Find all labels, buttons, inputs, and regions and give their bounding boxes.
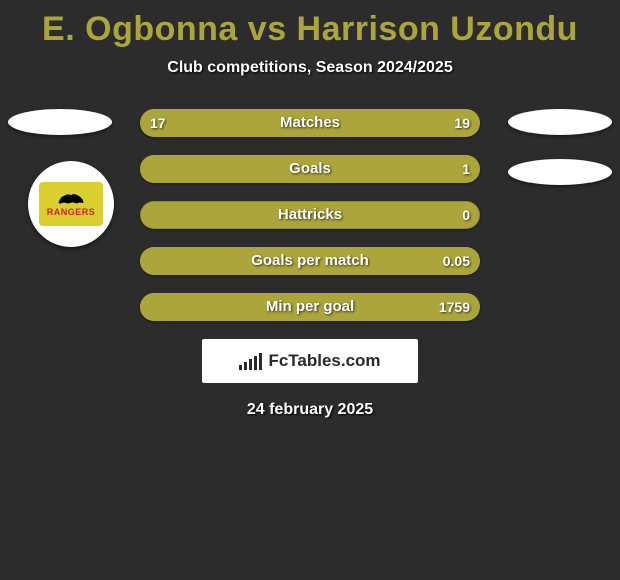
stats-bars: Matches1719 Goals1 Hattricks0 Goals per mat… [140,109,480,321]
logo-fc: Fc [268,351,288,370]
fctables-logo-text: FcTables.com [268,351,380,371]
stat-row: Goals per match0.05 [140,247,480,275]
comparison-content: RANGERS Matches1719 Goals1 Hattricks0 Goals… [0,109,620,419]
date-text: 24 february 2025 [0,401,620,419]
title-vs: vs [248,10,297,48]
stat-fill-left [140,109,300,137]
stat-label: Hattricks [140,201,480,229]
player-photo-placeholder [508,109,612,135]
player-photo-placeholder [8,109,112,135]
comparison-subtitle: Club competitions, Season 2024/2025 [0,59,620,77]
logo-rest: Tables.com [288,351,380,370]
stat-value-right: 0 [462,201,470,229]
stat-fill-right [140,293,480,321]
club-badge-text: RANGERS [47,207,96,217]
stat-fill-right [300,109,480,137]
stat-row: Matches1719 [140,109,480,137]
player-photo-placeholder [508,159,612,185]
panther-icon [57,191,85,207]
player-right-name: Harrison Uzondu [297,10,578,48]
comparison-title: E. Ogbonna vs Harrison Uzondu [0,0,620,49]
stat-fill-right [140,247,480,275]
stat-row: Min per goal1759 [140,293,480,321]
bar-chart-icon [239,352,262,370]
stat-row: Hattricks0 [140,201,480,229]
fctables-logo: FcTables.com [202,339,418,383]
player-left-name: E. Ogbonna [42,10,238,48]
stat-fill-right [140,155,480,183]
stat-row: Goals1 [140,155,480,183]
club-badge-left: RANGERS [28,161,114,247]
